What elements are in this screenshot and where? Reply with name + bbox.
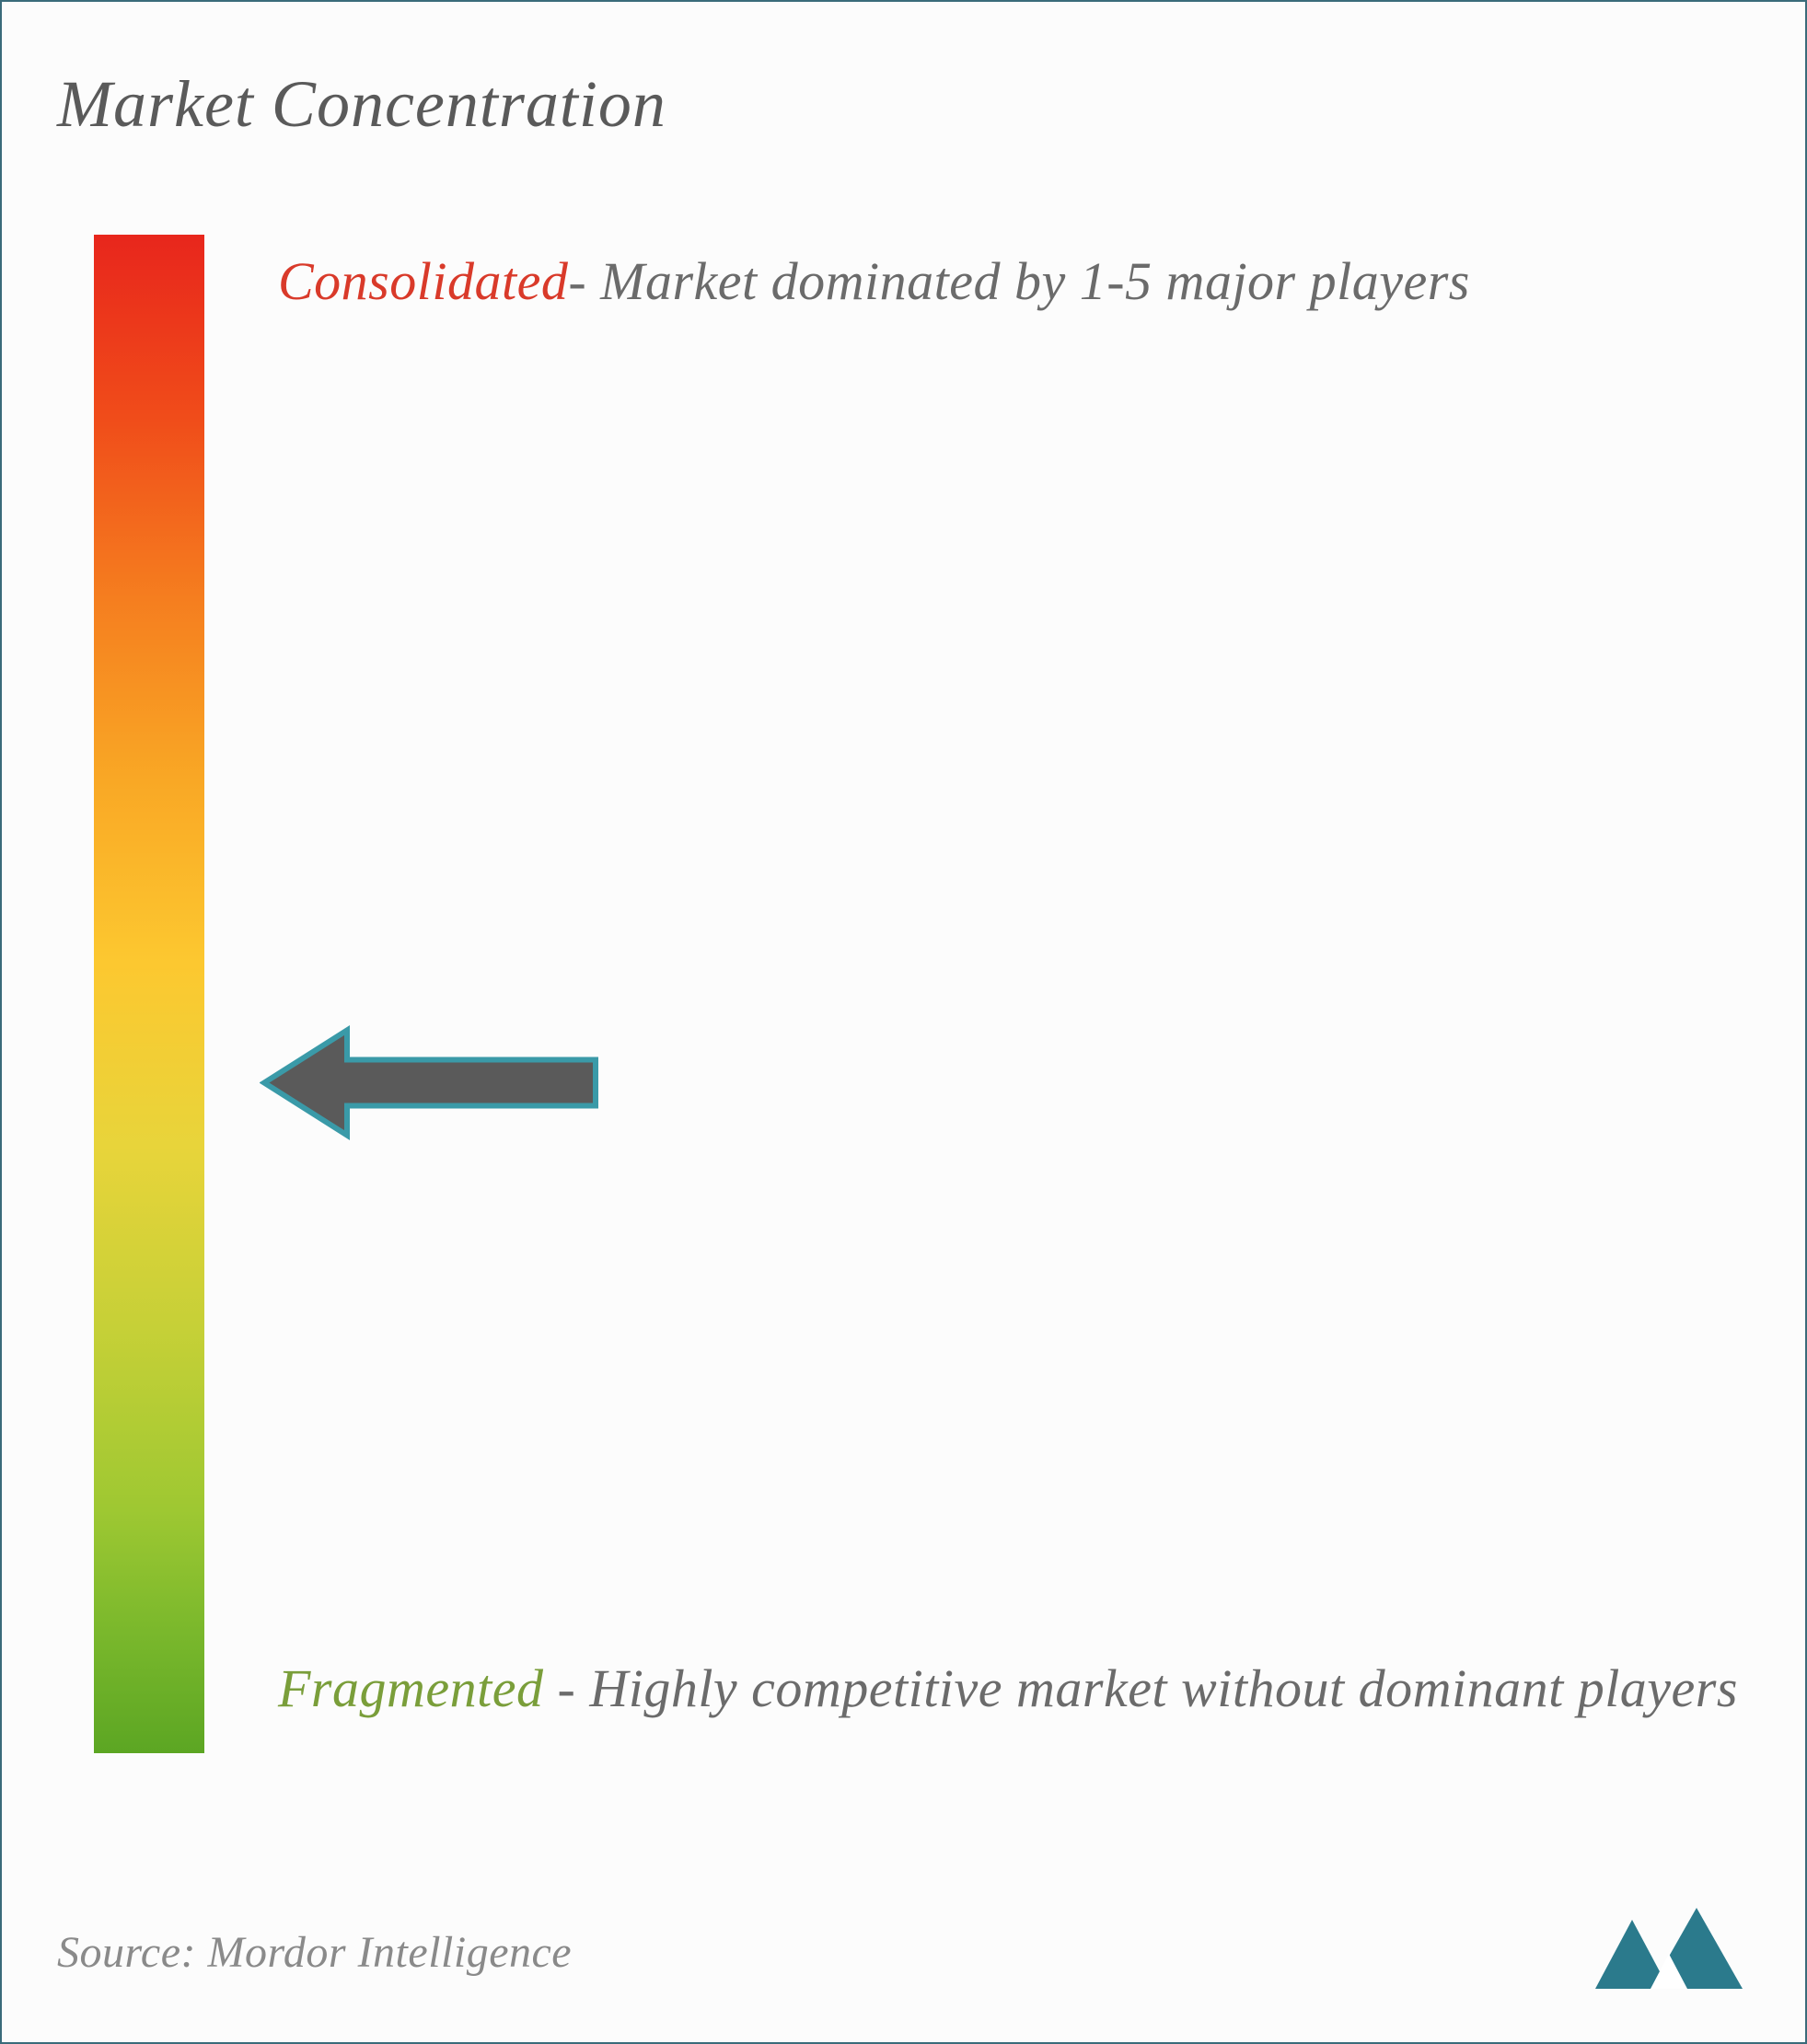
fragmented-keyword: Fragmented [278, 1658, 544, 1718]
concentration-gradient-bar [94, 235, 204, 1753]
labels-area: Consolidated- Market dominated by 1-5 ma… [204, 235, 1750, 1753]
consolidated-description: - Market dominated by 1-5 major players [568, 251, 1470, 311]
gradient-svg [94, 235, 204, 1753]
consolidated-keyword: Consolidated [278, 251, 568, 311]
page-title: Market Concentration [57, 66, 1750, 143]
fragmented-description: - Highly competitive market without domi… [544, 1658, 1738, 1718]
infographic-container: Market Concentration [0, 0, 1807, 2044]
source-value: Mordor Intelligence [208, 1928, 573, 1977]
logo-icon [1586, 1897, 1752, 1998]
source-attribution: Source: Mordor Intelligence [57, 1927, 572, 1978]
consolidated-label: Consolidated- Market dominated by 1-5 ma… [278, 235, 1470, 329]
fragmented-label: Fragmented - Highly competitive market w… [278, 1642, 1738, 1736]
source-label: Source: [57, 1928, 196, 1977]
content-area: Consolidated- Market dominated by 1-5 ma… [57, 235, 1750, 1753]
arrow-icon [260, 1023, 600, 1143]
mordor-logo [1586, 1897, 1752, 1998]
position-arrow [260, 1023, 600, 1148]
